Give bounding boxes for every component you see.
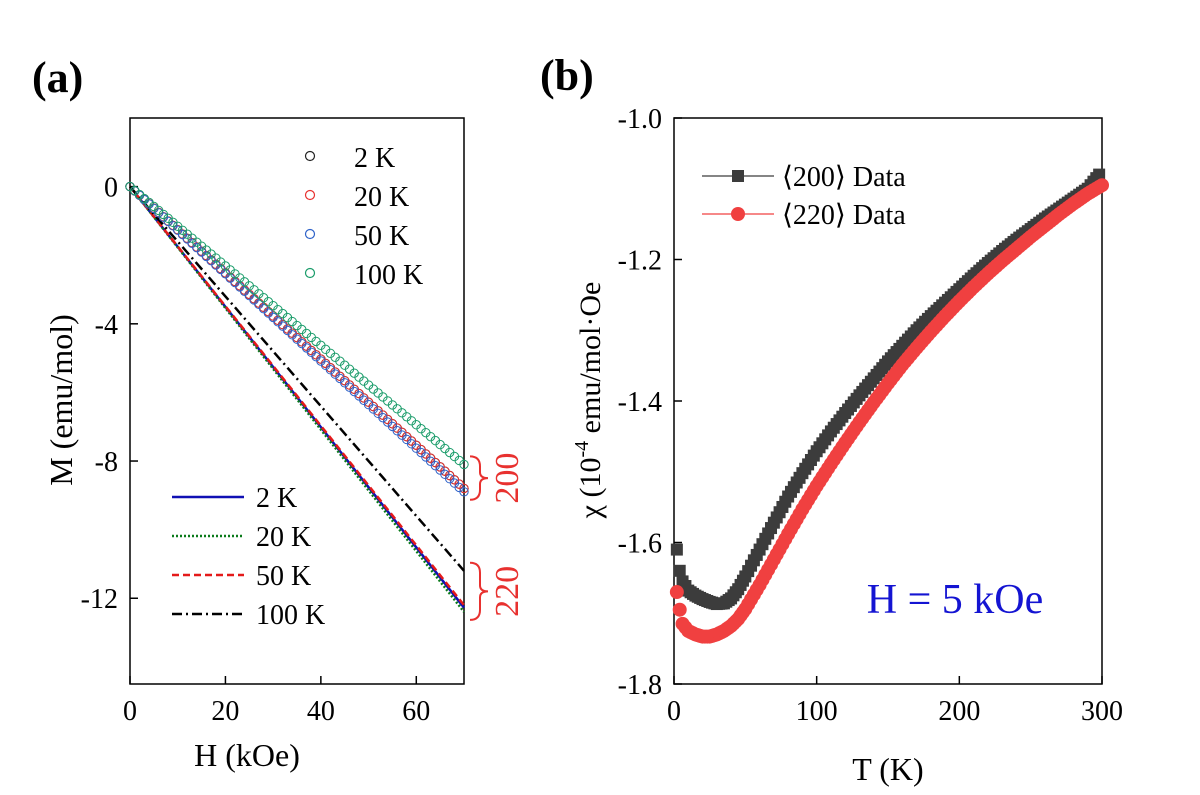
- panel-a-y-tick-label: -12: [81, 584, 118, 615]
- panel-a-point-200-50k: [316, 356, 326, 366]
- panel-a-x-tick-label: 60: [402, 696, 430, 727]
- panel-b-y-label-prefix: χ (10: [574, 458, 607, 520]
- panel-b-point-200: [670, 543, 683, 556]
- panel-b-x-tick-label: 100: [796, 696, 838, 727]
- group-200-brace: [469, 455, 489, 501]
- panel-b-y-tick-label: -1.4: [618, 387, 662, 418]
- panel-b-y-label-sup: -4: [571, 441, 593, 458]
- panel-a-frame: [129, 117, 465, 685]
- panel-a-point-200-50k: [340, 378, 350, 388]
- panel-a-point-200-50k: [459, 487, 469, 497]
- panel-b-legend-label: ⟨220⟩ Data: [782, 200, 906, 231]
- panel-a-point-200-100k: [459, 459, 469, 470]
- group-220-brace: [469, 561, 489, 621]
- panel-a-point-200-50k: [320, 360, 331, 371]
- panel-b-point-200: [673, 564, 686, 577]
- panel-b-y-tick-label: -1.8: [618, 670, 662, 701]
- panel-b-y-label-suffix: emu/mol·Oe: [574, 282, 607, 441]
- panel-b-annotation: H = 5 kOe: [867, 577, 1044, 623]
- panel-a-point-200-50k: [301, 343, 312, 353]
- panel-b-y-tick-label: -1.2: [618, 246, 662, 277]
- panel-b-chart: (b) 0 100 200 300 -1.0 -1.2 -1.4 -1.6 -1.8 ⟨200⟩…: [540, 51, 1123, 787]
- panel-b-legend-label: ⟨200⟩ Data: [782, 162, 906, 193]
- panel-a-legend-line-label: 100 K: [256, 600, 325, 631]
- panel-b-point-220: [672, 602, 687, 617]
- panel-a-y-tick-label: 0: [104, 173, 118, 204]
- panel-b-x-axis-label: T (K): [852, 751, 923, 787]
- panel-a-y-tick-label: -4: [95, 310, 118, 341]
- panel-b-y-tick-label: -1.6: [618, 529, 662, 560]
- panel-a-legend-line-label: 2 K: [256, 483, 297, 514]
- panel-b-point-220: [669, 585, 684, 600]
- panel-a-point-200-50k: [330, 369, 340, 379]
- panel-a-x-tick-label: 40: [307, 696, 335, 727]
- panel-a-legend-line-label: 50 K: [256, 561, 311, 592]
- panel-a-legend-circle-marker: [304, 189, 316, 201]
- panel-b-x-tick-label: 200: [938, 696, 980, 727]
- panel-a-point-200-50k: [325, 365, 336, 375]
- panel-a-chart: (a) 0 20 40 60 0 -4 -8 -12 200 220 2 K 20 K 50 K 100…: [32, 53, 526, 773]
- panel-a-line-220-50k: [129, 185, 465, 606]
- panel-a-point-200-50k: [311, 351, 321, 362]
- panel-b-legend-marker: [731, 207, 745, 221]
- panel-a-label: (a): [32, 53, 83, 102]
- panel-b-y-tick-label: -1.0: [618, 104, 662, 135]
- panel-b-x-tick-label: 0: [667, 696, 681, 727]
- group-200-label: 200: [489, 453, 526, 504]
- panel-a-y-tick-label: -8: [95, 447, 118, 478]
- panel-a-legend-circle-marker: [304, 150, 316, 162]
- panel-b-label: (b): [540, 51, 594, 100]
- panel-a-x-tick-label: 20: [211, 696, 239, 727]
- panel-a-legend-circle-label: 2 K: [354, 143, 395, 174]
- panel-b-legend-marker: [732, 170, 744, 182]
- panel-a-x-tick-label: 0: [123, 696, 137, 727]
- panel-a-legend-line-label: 20 K: [256, 522, 311, 553]
- panel-a-y-axis-label: M (emu/mol): [43, 314, 79, 486]
- panel-a-point-200-20k: [459, 483, 469, 494]
- panel-b-point-200: [1093, 168, 1106, 181]
- panel-a-point-200-50k: [344, 382, 355, 392]
- panel-a-point-200-50k: [306, 347, 317, 357]
- panel-a-legend-circle-marker: [304, 267, 316, 279]
- panel-a-legend-circle-label: 20 K: [354, 182, 409, 213]
- panel-a-legend-circle-marker: [304, 228, 316, 240]
- panel-a-line-220-100k: [129, 185, 465, 572]
- panel-b-x-tick-label: 300: [1081, 696, 1123, 727]
- panel-a-point-200-50k: [335, 373, 345, 384]
- panel-a-x-axis-label: H (kOe): [194, 737, 300, 773]
- group-220-label: 220: [489, 566, 526, 617]
- panel-b-point-220: [1095, 178, 1109, 193]
- panel-a-legend-circle-label: 100 K: [354, 260, 423, 291]
- panel-a-legend-circle-label: 50 K: [354, 221, 409, 252]
- panel-b-y-axis-label: χ (10-4 emu/mol·Oe: [571, 282, 607, 520]
